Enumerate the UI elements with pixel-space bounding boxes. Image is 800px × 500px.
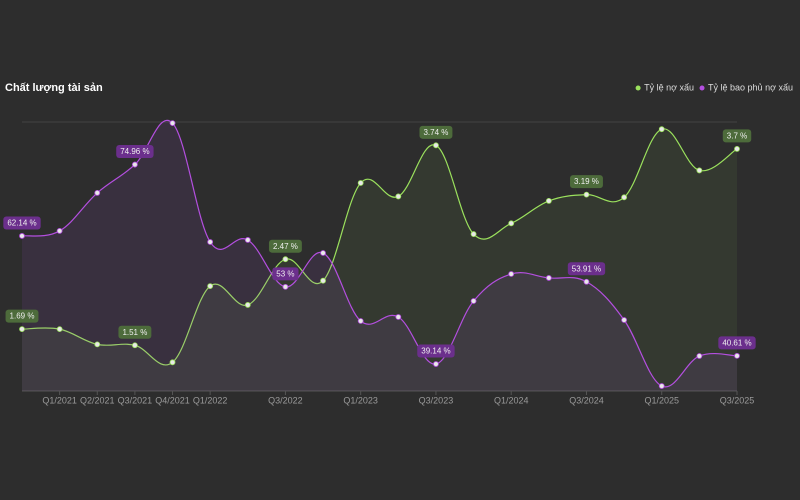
- data-label-text: 3.19 %: [574, 177, 599, 186]
- data-label-box: [718, 336, 756, 350]
- data-point: [56, 228, 63, 234]
- data-point: [470, 298, 477, 304]
- data-label-text: 39.14 %: [421, 347, 450, 356]
- x-tick-label: Q2/2021: [80, 395, 115, 405]
- data-point: [470, 231, 477, 237]
- data-label-box: [419, 125, 453, 139]
- data-label: 53 %: [272, 267, 299, 281]
- data-label-text: 53 %: [276, 269, 294, 278]
- legend-swatch: [635, 85, 641, 91]
- data-point: [545, 275, 552, 281]
- x-tick-label: Q3/2021: [118, 395, 153, 405]
- data-point: [734, 352, 740, 359]
- data-label: 1.69 %: [5, 309, 39, 323]
- data-point: [282, 256, 289, 263]
- data-point: [583, 191, 590, 198]
- data-point: [395, 314, 402, 320]
- data-point: [696, 167, 703, 174]
- data-point: [282, 283, 289, 290]
- data-point: [244, 302, 251, 308]
- data-point: [621, 317, 628, 323]
- data-point: [433, 361, 439, 367]
- x-tick-label: Q1/2024: [494, 395, 529, 405]
- data-label: 40.61 %: [718, 336, 756, 350]
- data-label-box: [417, 344, 455, 358]
- data-point: [169, 359, 176, 366]
- data-label-text: 3.74 %: [423, 128, 448, 137]
- x-tick-label: Q3/2025: [720, 395, 755, 405]
- data-point: [658, 383, 665, 389]
- legend-label: Tỷ lệ bao phủ nợ xấu: [708, 82, 793, 92]
- data-point: [94, 189, 101, 196]
- data-label-box: [570, 175, 603, 189]
- data-label-text: 2.47 %: [273, 242, 298, 251]
- chart-title: Chất lượng tài sản: [5, 82, 103, 94]
- data-label: 74.96 %: [116, 145, 154, 159]
- series-area: [22, 128, 737, 392]
- data-point: [19, 233, 25, 239]
- data-point: [696, 353, 703, 359]
- series-area: [22, 120, 737, 392]
- x-tick-label: Q3/2024: [569, 395, 604, 405]
- data-point: [583, 278, 590, 285]
- data-label: 39.14 %: [417, 344, 455, 358]
- x-tick-label: Q4/2021: [155, 395, 190, 405]
- data-point: [56, 326, 63, 333]
- data-label-box: [3, 216, 41, 230]
- data-label-box: [722, 129, 752, 143]
- data-label-box: [268, 239, 302, 253]
- data-label-box: [5, 309, 39, 323]
- legend-swatch: [699, 85, 705, 91]
- data-point: [131, 161, 138, 168]
- data-point: [207, 283, 214, 289]
- x-tick-label: Q1/2021: [42, 395, 77, 405]
- x-tick-label: Q1/2025: [644, 395, 679, 405]
- data-label-text: 1.69 %: [10, 312, 35, 321]
- data-point: [131, 342, 138, 349]
- data-label: 62.14 %: [3, 216, 41, 230]
- data-label: 2.47 %: [268, 239, 302, 253]
- data-label-text: 62.14 %: [7, 219, 36, 228]
- data-label: 53.91 %: [567, 262, 606, 276]
- data-label-text: 53.91 %: [572, 264, 601, 273]
- data-label-text: 74.96 %: [120, 147, 149, 156]
- data-point: [320, 277, 326, 284]
- data-point: [658, 126, 665, 133]
- data-point: [508, 220, 515, 227]
- data-point: [244, 237, 251, 243]
- data-point: [734, 145, 740, 152]
- x-tick-label: Q3/2022: [268, 395, 303, 405]
- data-label: 3.19 %: [570, 175, 603, 189]
- data-label-box: [272, 267, 299, 281]
- data-label-box: [567, 262, 606, 276]
- data-point: [320, 250, 326, 256]
- data-label: 1.51 %: [118, 325, 152, 339]
- data-label-box: [116, 145, 154, 159]
- data-label: 3.7 %: [722, 129, 752, 143]
- data-label: 3.74 %: [419, 125, 453, 139]
- legend-label: Tỷ lệ nợ xấu: [644, 82, 694, 92]
- data-point: [621, 194, 628, 201]
- data-label-text: 40.61 %: [722, 338, 751, 347]
- data-point: [545, 198, 552, 204]
- data-label-text: 1.51 %: [122, 328, 147, 337]
- data-point: [94, 341, 101, 348]
- data-point: [357, 180, 364, 186]
- data-label-box: [118, 325, 152, 339]
- data-label-text: 3.7 %: [727, 132, 747, 141]
- x-tick-label: Q1/2023: [343, 395, 378, 405]
- data-point: [19, 326, 25, 333]
- data-point: [357, 318, 364, 324]
- x-tick-label: Q3/2023: [419, 395, 454, 405]
- data-point: [508, 271, 515, 277]
- series-line: [21, 128, 738, 366]
- data-point: [207, 239, 214, 245]
- data-point: [395, 193, 402, 200]
- data-point: [433, 142, 439, 149]
- x-tick-label: Q1/2022: [193, 395, 228, 405]
- data-point: [169, 120, 176, 127]
